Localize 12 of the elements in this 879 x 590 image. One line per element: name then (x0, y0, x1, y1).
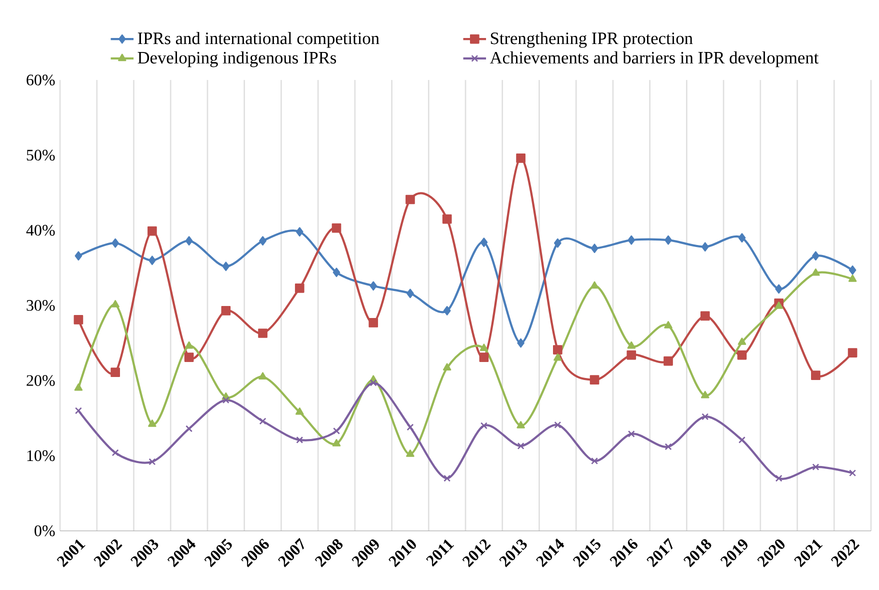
y-tick-label: 10% (27, 450, 55, 462)
legend-label: IPRs and international competition (138, 32, 380, 48)
legend-label: Developing indigenous IPRs (138, 52, 336, 68)
y-tick-label: 0% (34, 526, 55, 537)
y-tick-label: 60% (26, 74, 55, 86)
legend-label: Strengthening IPR protection (490, 32, 693, 48)
legend-label: Achievements and barriers in IPR development (490, 52, 819, 68)
x-tick-label: 2011 (426, 540, 454, 567)
y-tick-label: 40% (26, 225, 55, 236)
y-tick-label: 30% (26, 300, 55, 312)
y-tick-label: 50% (26, 150, 55, 161)
y-tick-label: 20% (26, 375, 55, 386)
